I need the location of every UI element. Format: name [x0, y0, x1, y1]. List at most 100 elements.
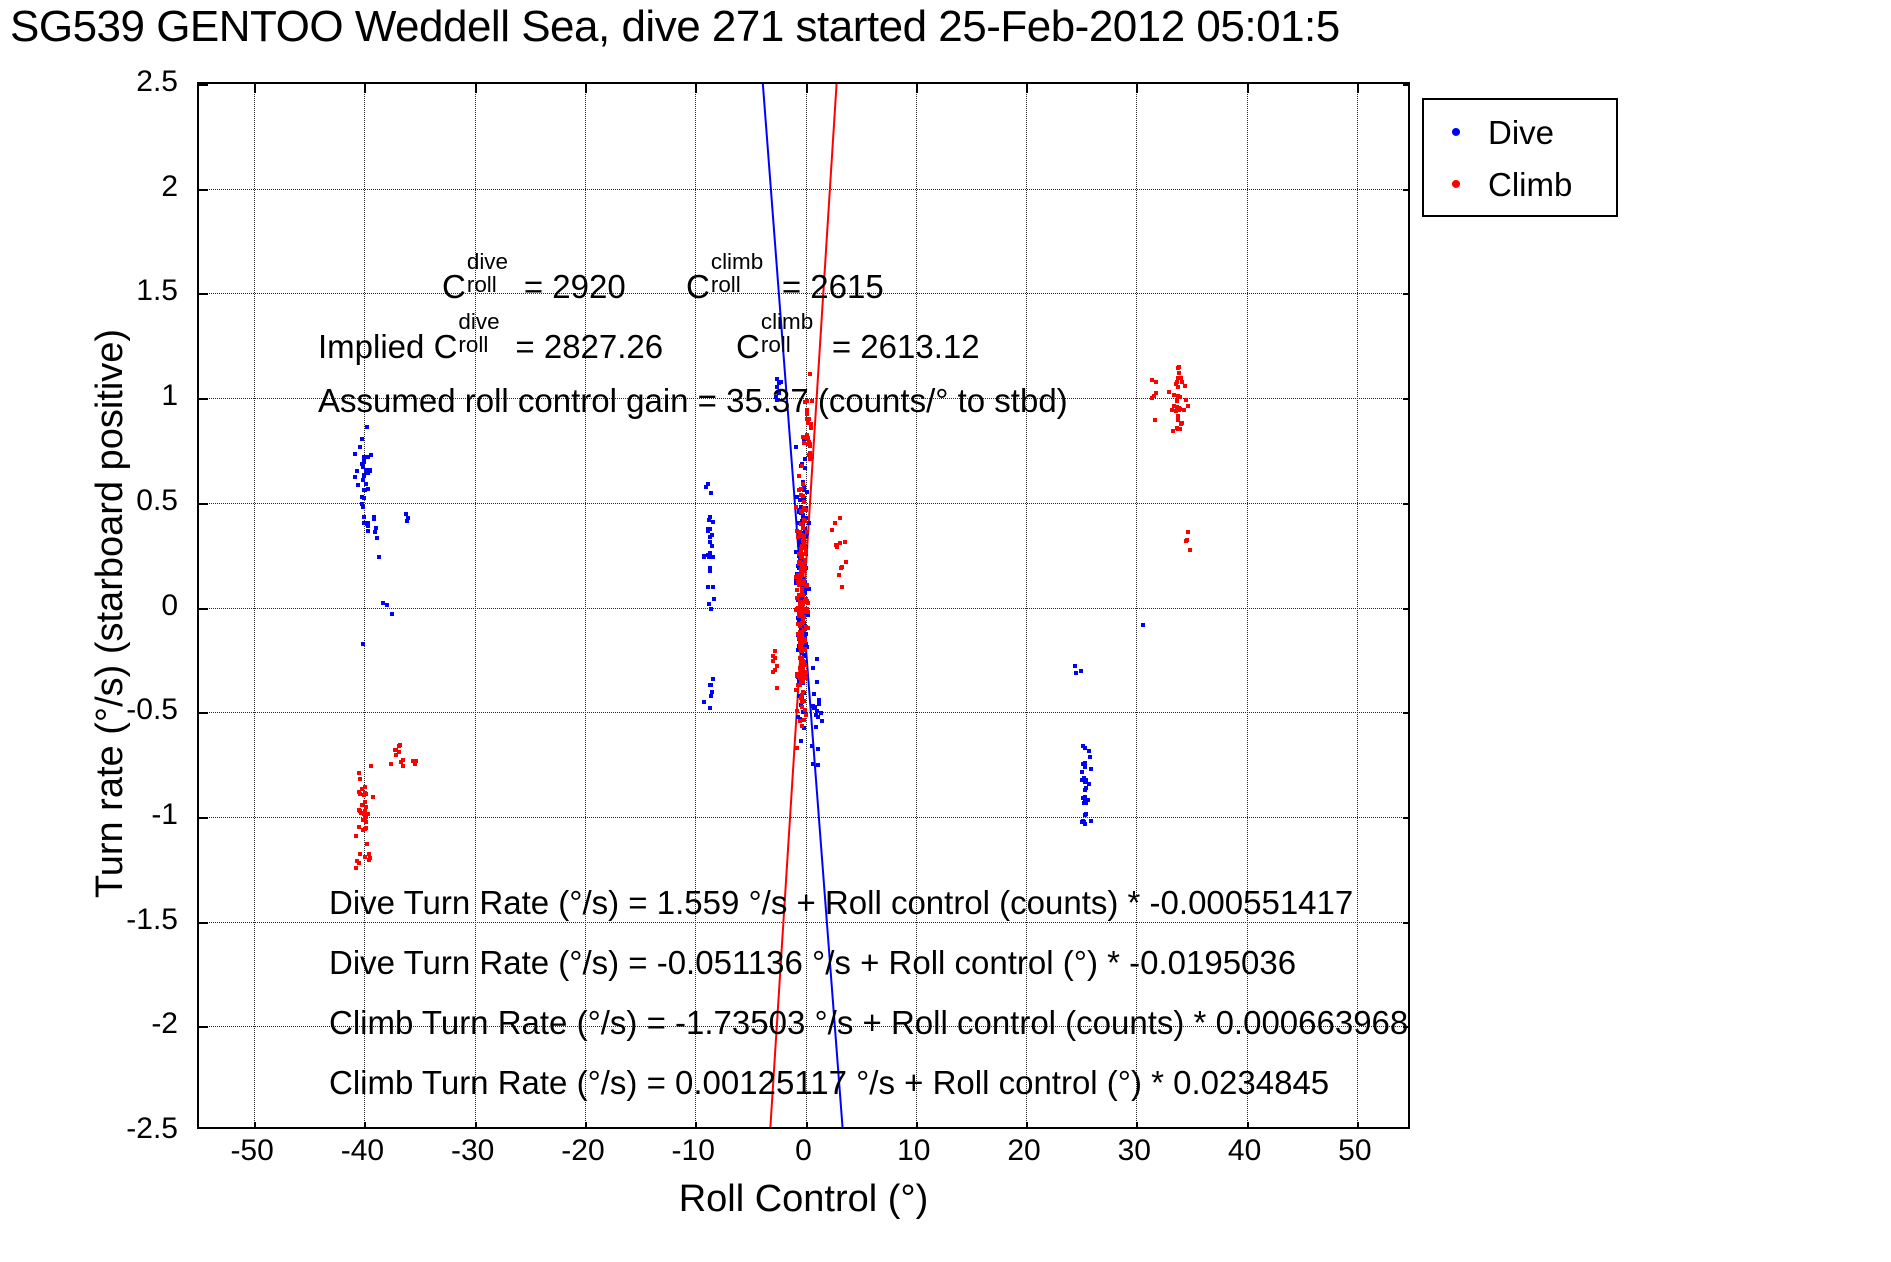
implied-c-climb-subscript: roll — [760, 332, 791, 358]
data-point-climb — [798, 509, 803, 514]
data-point-climb — [797, 552, 802, 557]
y-tick-label: 2 — [161, 169, 178, 203]
data-point-climb — [797, 593, 802, 598]
x-tick-mark — [695, 84, 698, 93]
data-point-dive — [712, 596, 717, 601]
data-point-dive — [810, 703, 815, 708]
data-point-climb — [772, 649, 777, 654]
data-point-climb — [808, 442, 813, 447]
c-climb-subscript: roll — [710, 272, 741, 298]
data-point-climb — [359, 810, 364, 815]
data-point-dive — [389, 611, 394, 616]
data-point-climb — [798, 661, 803, 666]
data-point-climb — [798, 534, 803, 539]
y-tick-mark — [1403, 293, 1408, 296]
data-point-dive — [819, 711, 824, 716]
data-point-dive — [812, 704, 817, 709]
data-point-dive — [359, 436, 364, 441]
data-point-dive — [811, 691, 816, 696]
data-point-climb — [800, 579, 805, 584]
data-point-dive — [710, 677, 715, 682]
data-point-dive — [776, 381, 781, 386]
x-tick-label: 20 — [1007, 1134, 1041, 1167]
data-point-climb — [1169, 407, 1174, 412]
data-point-climb — [799, 611, 804, 616]
data-point-climb — [1183, 384, 1188, 389]
y-tick-label: -0.5 — [126, 693, 178, 727]
legend-item-climb[interactable]: • Climb — [1424, 160, 1616, 210]
y-tick-mark — [1403, 84, 1408, 86]
data-point-climb — [800, 692, 805, 697]
legend-item-dive[interactable]: • Dive — [1424, 108, 1616, 158]
data-point-climb — [364, 820, 369, 825]
data-point-climb — [798, 559, 803, 564]
data-point-dive — [1082, 812, 1087, 817]
c-dive-superscript: dive — [466, 249, 509, 275]
data-point-dive — [1083, 801, 1088, 806]
data-point-climb — [1173, 382, 1178, 387]
data-point-dive — [1082, 746, 1087, 751]
data-point-dive — [365, 454, 370, 459]
data-point-dive — [775, 377, 780, 382]
x-tick-mark — [1356, 84, 1359, 93]
data-point-dive — [710, 584, 715, 589]
data-point-dive — [774, 398, 779, 403]
data-point-climb — [801, 493, 806, 498]
data-point-climb — [798, 696, 803, 701]
data-point-climb — [804, 399, 809, 404]
data-point-climb — [800, 435, 805, 440]
data-point-climb — [803, 583, 808, 588]
y-tick-mark — [1403, 188, 1408, 191]
data-point-dive — [816, 763, 821, 768]
data-point-climb — [1175, 385, 1180, 390]
data-point-climb — [805, 408, 810, 413]
data-point-dive — [1082, 794, 1087, 799]
data-point-dive — [810, 666, 815, 671]
y-tick-label: -2.5 — [126, 1112, 178, 1145]
data-point-climb — [798, 671, 803, 676]
data-point-climb — [795, 580, 800, 585]
data-point-climb — [798, 601, 803, 606]
x-tick-mark — [254, 1122, 257, 1127]
data-point-climb — [798, 644, 803, 649]
data-point-climb — [410, 759, 415, 764]
data-point-climb — [798, 682, 803, 687]
data-point-dive — [802, 457, 807, 462]
data-point-dive — [361, 464, 366, 469]
data-point-climb — [807, 371, 812, 376]
data-point-climb — [798, 649, 803, 654]
y-tick-mark — [199, 398, 208, 401]
data-point-climb — [360, 818, 365, 823]
data-point-dive — [706, 528, 711, 533]
x-tick-mark — [1136, 84, 1139, 93]
data-point-climb — [799, 607, 804, 612]
data-point-climb — [799, 700, 804, 705]
data-point-dive — [362, 487, 367, 492]
data-point-climb — [796, 535, 801, 540]
y-tick-label: -1.5 — [126, 902, 178, 936]
x-tick-mark — [474, 1122, 477, 1127]
y-tick-label: -2 — [151, 1007, 178, 1041]
data-point-climb — [363, 804, 368, 809]
y-tick-mark — [199, 293, 208, 296]
data-point-dive — [774, 384, 779, 389]
data-point-dive — [796, 510, 801, 515]
data-point-climb — [842, 539, 847, 544]
data-point-climb — [362, 855, 367, 860]
x-tick-label: 10 — [897, 1134, 931, 1167]
data-point-dive — [706, 482, 711, 487]
data-point-dive — [364, 521, 369, 526]
data-point-climb — [800, 481, 805, 486]
data-point-climb — [1184, 397, 1189, 402]
data-point-dive — [374, 526, 379, 531]
data-point-dive — [1078, 669, 1083, 674]
data-point-climb — [800, 621, 805, 626]
legend-marker-climb-icon: • — [1450, 168, 1462, 201]
x-tick-mark — [584, 84, 587, 93]
data-point-dive — [354, 468, 359, 473]
data-point-dive — [798, 739, 803, 744]
data-point-dive — [802, 590, 807, 595]
data-point-dive — [361, 457, 366, 462]
data-point-dive — [702, 699, 707, 704]
legend-marker-dive-icon: • — [1450, 116, 1462, 149]
